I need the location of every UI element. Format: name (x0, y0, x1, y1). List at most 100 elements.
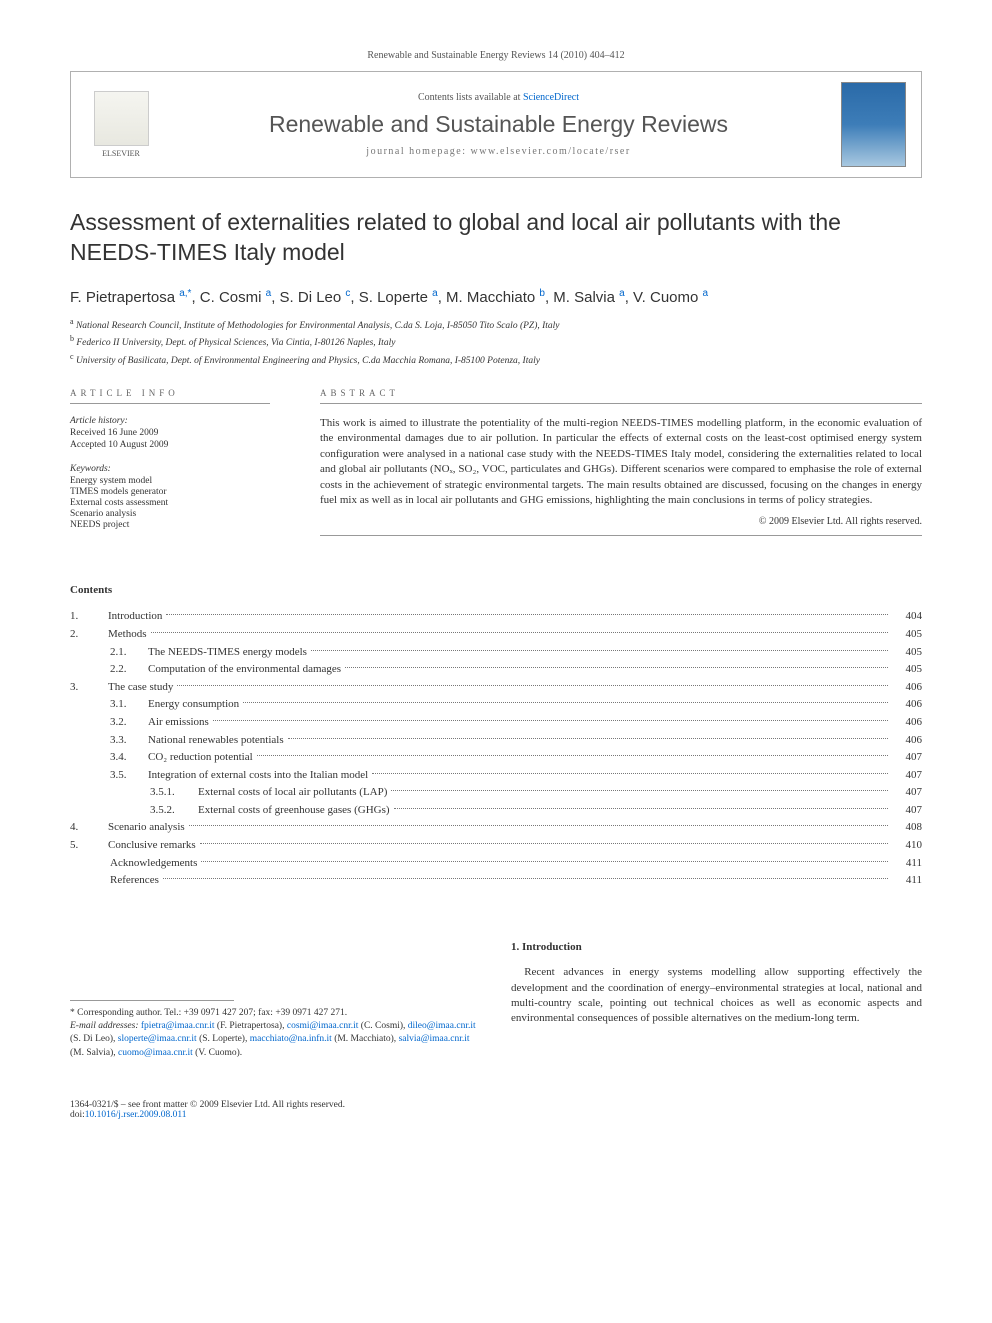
abstract-heading: abstract (320, 388, 922, 404)
email-addresses: E-mail addresses: fpietra@imaa.cnr.it (F… (70, 1020, 481, 1060)
toc-entry[interactable]: 1.Introduction404 (70, 608, 922, 626)
toc-entry[interactable]: 3.2.Air emissions 406 (70, 714, 922, 732)
abstract-rule (320, 535, 922, 536)
toc-label: National renewables potentials (148, 732, 284, 750)
toc-label: Air emissions (148, 714, 209, 732)
abstract-copyright: © 2009 Elsevier Ltd. All rights reserved… (320, 516, 922, 527)
bibliographic-strip: Renewable and Sustainable Energy Reviews… (70, 50, 922, 61)
toc-number: 2. (70, 626, 108, 644)
journal-homepage: journal homepage: www.elsevier.com/locat… (171, 146, 826, 157)
affiliation-line: b Federico II University, Dept. of Physi… (70, 333, 922, 350)
email-link[interactable]: dileo@imaa.cnr.it (408, 1021, 476, 1031)
toc-page: 404 (892, 608, 922, 626)
table-of-contents: 1.Introduction4042.Methods4052.1.The NEE… (70, 608, 922, 890)
toc-label: Computation of the environmental damages (148, 661, 341, 679)
received-date: Received 16 June 2009 (70, 428, 270, 438)
keyword: External costs assessment (70, 498, 270, 508)
toc-number: 3. (70, 679, 108, 697)
email-link[interactable]: cosmi@imaa.cnr.it (287, 1021, 359, 1031)
doi-link[interactable]: 10.1016/j.rser.2009.08.011 (85, 1110, 187, 1120)
body-columns: * Corresponding author. Tel.: +39 0971 4… (70, 940, 922, 1060)
homepage-url: www.elsevier.com/locate/rser (471, 146, 631, 157)
footer-strip: 1364-0321/$ – see front matter © 2009 El… (70, 1100, 922, 1120)
journal-header-center: Contents lists available at ScienceDirec… (171, 92, 826, 157)
toc-label: Methods (108, 626, 147, 644)
article-info-column: article info Article history: Received 1… (70, 388, 270, 544)
toc-entry[interactable]: 2.2.Computation of the environmental dam… (70, 661, 922, 679)
toc-number: 4. (70, 819, 108, 837)
keywords-label: Keywords: (70, 464, 270, 474)
toc-label: References (110, 872, 159, 890)
toc-label: External costs of greenhouse gases (GHGs… (198, 802, 390, 820)
right-column: 1. Introduction Recent advances in energ… (511, 940, 922, 1060)
contents-heading: Contents (70, 584, 922, 596)
toc-entry[interactable]: 3.The case study 406 (70, 679, 922, 697)
article-title: Assessment of externalities related to g… (70, 208, 922, 268)
keyword: Energy system model (70, 476, 270, 486)
journal-cover-thumbnail (841, 82, 906, 167)
toc-entry[interactable]: 2.1.The NEEDS-TIMES energy models405 (70, 644, 922, 662)
email-link[interactable]: cuomo@imaa.cnr.it (118, 1048, 193, 1058)
toc-number: 5. (70, 837, 108, 855)
toc-entry[interactable]: 3.5.2.External costs of greenhouse gases… (70, 802, 922, 820)
journal-header: ELSEVIER Contents lists available at Sci… (70, 71, 922, 178)
article-info-heading: article info (70, 388, 270, 404)
toc-page: 407 (892, 749, 922, 767)
toc-page: 407 (892, 802, 922, 820)
sciencedirect-link[interactable]: ScienceDirect (523, 92, 579, 103)
email-link[interactable]: macchiato@na.infn.it (250, 1034, 332, 1044)
toc-label: Introduction (108, 608, 162, 626)
toc-number: 2.2. (110, 661, 148, 679)
toc-number: 3.2. (110, 714, 148, 732)
elsevier-tree-icon (94, 91, 149, 146)
toc-page: 406 (892, 679, 922, 697)
toc-entry[interactable]: 3.4.CO₂ reduction potential 407 (70, 749, 922, 767)
toc-entry[interactable]: 3.1.Energy consumption406 (70, 696, 922, 714)
toc-entry[interactable]: 5.Conclusive remarks 410 (70, 837, 922, 855)
keyword: Scenario analysis (70, 509, 270, 519)
toc-entry[interactable]: 3.3.National renewables potentials406 (70, 732, 922, 750)
section-1-para-1: Recent advances in energy systems modell… (511, 965, 922, 1027)
email-label: E-mail addresses: (70, 1021, 139, 1031)
corresponding-footnote: * Corresponding author. Tel.: +39 0971 4… (70, 1007, 481, 1060)
toc-page: 406 (892, 732, 922, 750)
toc-page: 406 (892, 714, 922, 732)
toc-number: 2.1. (110, 644, 148, 662)
section-1-heading: 1. Introduction (511, 940, 922, 955)
doi-line: doi:10.1016/j.rser.2009.08.011 (70, 1110, 922, 1120)
doi-prefix: doi: (70, 1110, 85, 1120)
affiliation-line: a National Research Council, Institute o… (70, 316, 922, 333)
footnote-rule (70, 1000, 234, 1001)
toc-label: The case study (108, 679, 173, 697)
keyword: NEEDS project (70, 520, 270, 530)
left-column: * Corresponding author. Tel.: +39 0971 4… (70, 940, 481, 1060)
toc-number: 3.4. (110, 749, 148, 767)
accepted-date: Accepted 10 August 2009 (70, 440, 270, 450)
toc-number: 3.5.2. (150, 802, 198, 820)
affiliation-line: c University of Basilicata, Dept. of Env… (70, 351, 922, 368)
toc-entry[interactable]: 3.5.1.External costs of local air pollut… (70, 784, 922, 802)
toc-entry[interactable]: 4.Scenario analysis408 (70, 819, 922, 837)
toc-label: External costs of local air pollutants (… (198, 784, 387, 802)
page-root: Renewable and Sustainable Energy Reviews… (0, 0, 992, 1170)
toc-entry[interactable]: 3.5.Integration of external costs into t… (70, 767, 922, 785)
contents-availability: Contents lists available at ScienceDirec… (171, 92, 826, 103)
toc-label: Conclusive remarks (108, 837, 196, 855)
email-link[interactable]: fpietra@imaa.cnr.it (141, 1021, 215, 1031)
publisher-label: ELSEVIER (102, 149, 140, 158)
toc-label: CO₂ reduction potential (148, 749, 253, 767)
abstract-text: This work is aimed to illustrate the pot… (320, 416, 922, 508)
toc-entry[interactable]: 2.Methods405 (70, 626, 922, 644)
toc-label: Energy consumption (148, 696, 239, 714)
toc-page: 406 (892, 696, 922, 714)
toc-entry[interactable]: References411 (70, 872, 922, 890)
toc-number: 3.5.1. (150, 784, 198, 802)
email-link[interactable]: salvia@imaa.cnr.it (399, 1034, 470, 1044)
toc-page: 405 (892, 644, 922, 662)
email-link[interactable]: sloperte@imaa.cnr.it (118, 1034, 197, 1044)
toc-page: 410 (892, 837, 922, 855)
front-matter-line: 1364-0321/$ – see front matter © 2009 El… (70, 1100, 922, 1110)
toc-entry[interactable]: Acknowledgements411 (70, 855, 922, 873)
toc-label: Scenario analysis (108, 819, 185, 837)
toc-page: 407 (892, 784, 922, 802)
